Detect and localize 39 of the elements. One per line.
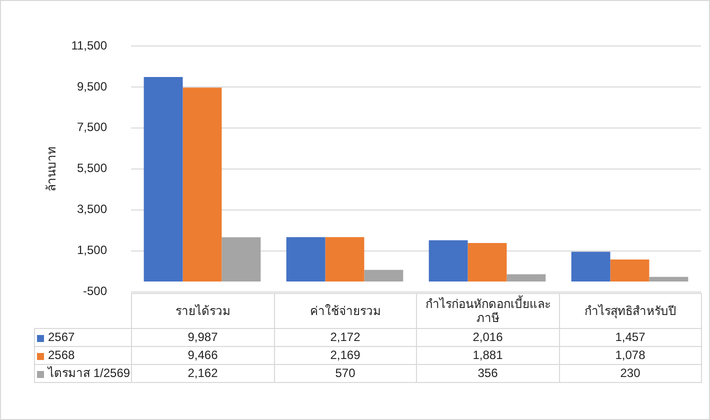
y-tick-label: 1,500: [76, 243, 108, 258]
bar: [468, 243, 507, 282]
bar: [325, 237, 364, 282]
y-tick-label: 5,500: [76, 161, 108, 176]
bar: [610, 259, 650, 282]
bar: [222, 237, 261, 282]
bar: [506, 274, 546, 282]
legend-label: 2567: [34, 328, 132, 346]
data-label: 1,078: [559, 346, 702, 364]
y-tick-label: 11,500: [71, 38, 108, 52]
bar: [144, 76, 183, 282]
data-label: 2,169: [274, 346, 416, 364]
x-tick-label: กำไรสุทธิสำหรับปี: [559, 293, 702, 328]
data-label: 1,457: [559, 328, 702, 346]
data-label: 570: [274, 364, 416, 382]
bar: [649, 276, 688, 282]
y-tick-label: 7,500: [76, 120, 108, 134]
y-tick-label: 3,500: [76, 202, 108, 216]
bar: [364, 270, 404, 282]
legend-label: 2568: [34, 346, 132, 364]
y-axis-title: ล้านบาท: [44, 146, 59, 192]
bar: [428, 240, 468, 282]
x-tick-label: รายได้รวม: [132, 293, 274, 328]
y-tick-label: -500: [82, 284, 108, 298]
y-tick-label: 9,500: [76, 79, 108, 94]
data-label: 9,466: [132, 346, 274, 364]
legend-label: ไตรมาส 1/2569: [34, 364, 132, 382]
data-label: 356: [416, 364, 559, 382]
bar: [571, 252, 610, 282]
data-label: 1,881: [416, 346, 559, 364]
data-label: 9,987: [132, 328, 274, 346]
x-tick-label: ค่าใช้จ่ายรวม: [274, 293, 416, 328]
bar: [182, 88, 222, 282]
data-label: 230: [559, 364, 702, 382]
x-tick-label: กำไรก่อนหักดอกเบี้ยและภาษี: [416, 293, 559, 328]
data-label: 2,162: [132, 364, 274, 382]
data-label: 2,172: [274, 328, 416, 346]
bar: [286, 237, 326, 282]
data-label: 2,016: [416, 328, 559, 346]
